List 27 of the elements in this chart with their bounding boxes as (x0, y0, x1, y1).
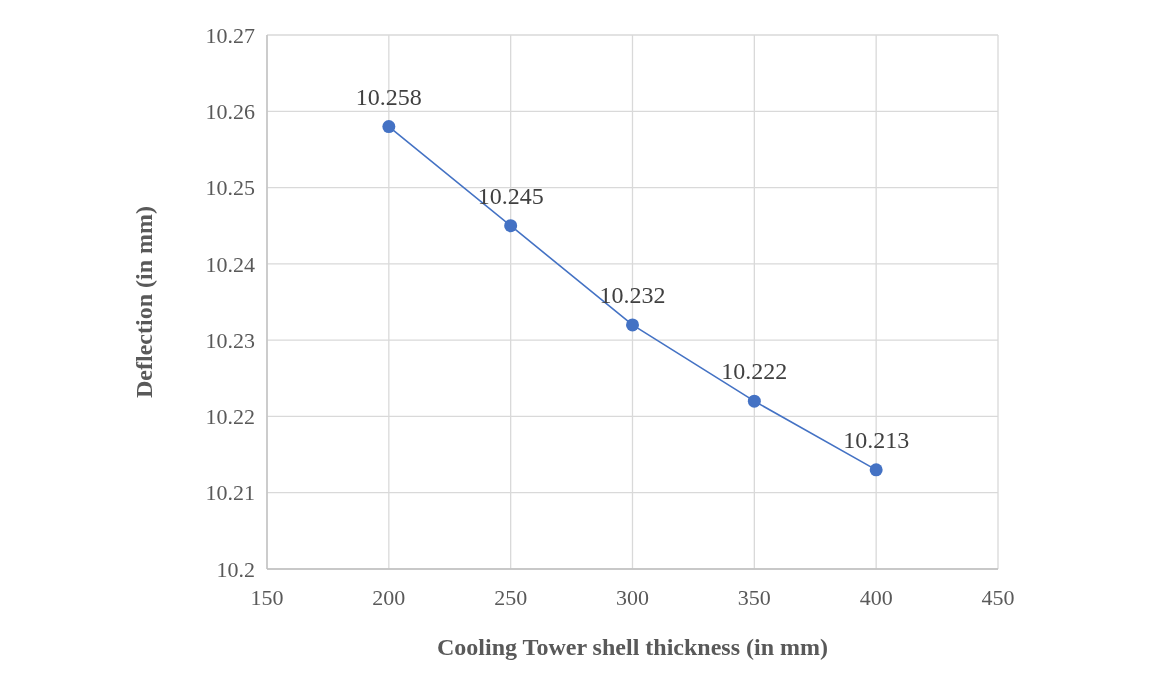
x-tick-label: 400 (859, 585, 893, 610)
point (869, 463, 883, 477)
point (504, 219, 518, 233)
y-tick-label: 10.2 (216, 556, 255, 582)
data-label: 10.258 (355, 83, 422, 110)
point (747, 394, 761, 408)
x-tick-label: 250 (494, 585, 528, 610)
x-tick-label: 350 (737, 585, 771, 610)
y-tick-label: 10.23 (205, 327, 255, 353)
y-tick-label: 10.27 (205, 22, 255, 48)
data-label: 10.245 (477, 182, 544, 209)
x-axis-title: Cooling Tower shell thickness (in mm) (437, 634, 828, 660)
y-tick-label: 10.25 (205, 175, 255, 201)
y-tick-label: 10.21 (205, 480, 255, 506)
x-tick-label: 300 (616, 585, 649, 610)
data-label: 10.232 (599, 281, 666, 308)
point (382, 120, 396, 134)
x-tick-label: 150 (250, 585, 284, 610)
x-tick-label: 450 (981, 585, 1015, 610)
point (626, 318, 639, 332)
y-tick-label: 10.22 (205, 404, 255, 430)
y-axis-title: Deflection (in mm) (131, 206, 157, 398)
x-tick-label: 200 (372, 585, 406, 610)
y-tick-label: 10.24 (205, 251, 255, 277)
y-tick-label: 10.26 (205, 98, 255, 124)
data-label: 10.222 (721, 358, 788, 385)
data-label: 10.213 (843, 426, 910, 453)
